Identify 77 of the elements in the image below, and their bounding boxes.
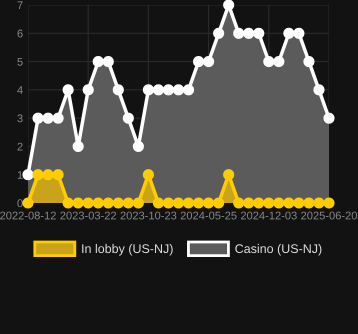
x-tick-label: 2025-06-20 — [301, 212, 357, 220]
legend-label: Casino (US-NJ) — [235, 244, 322, 256]
point — [303, 197, 314, 209]
point — [273, 197, 284, 209]
point — [132, 197, 144, 209]
point — [283, 197, 294, 209]
y-tick-label: 2 — [18, 142, 23, 150]
point — [172, 84, 184, 96]
point — [182, 197, 194, 209]
point — [293, 197, 304, 209]
point — [122, 112, 134, 124]
point — [112, 197, 124, 209]
point — [32, 112, 44, 124]
y-tick-label: 7 — [18, 1, 23, 10]
x-tick-label: 2023-03-22 — [60, 212, 116, 220]
point — [42, 169, 54, 180]
point — [172, 197, 184, 209]
point — [22, 197, 34, 209]
point — [283, 28, 294, 39]
point — [253, 197, 264, 209]
point — [22, 169, 34, 180]
y-tick-label: 4 — [17, 86, 23, 94]
point — [223, 0, 234, 11]
point — [102, 197, 114, 209]
point — [323, 197, 335, 209]
point — [263, 197, 274, 209]
point — [72, 197, 84, 209]
point — [112, 84, 124, 96]
point — [62, 197, 74, 209]
point — [162, 84, 174, 96]
point — [213, 28, 224, 39]
point — [313, 84, 325, 96]
point — [193, 56, 204, 68]
point — [193, 197, 204, 209]
x-tick-label: 2022-08-12 — [0, 212, 56, 220]
point — [243, 28, 254, 39]
point — [243, 197, 254, 209]
point — [92, 56, 104, 68]
x-tick-label: 2024-05-25 — [180, 212, 237, 220]
point — [253, 28, 264, 39]
point — [142, 169, 154, 180]
point — [213, 197, 224, 209]
y-tick-label: 0 — [17, 199, 23, 208]
point — [303, 56, 314, 68]
point — [162, 197, 174, 209]
point — [42, 112, 54, 124]
point — [142, 84, 154, 96]
y-tick-label: 3 — [17, 114, 23, 122]
point — [182, 84, 194, 96]
point — [152, 197, 164, 209]
point — [223, 169, 234, 180]
point — [313, 197, 325, 209]
point — [62, 84, 74, 96]
point — [52, 169, 64, 180]
point — [52, 112, 64, 124]
point — [82, 84, 94, 96]
point — [72, 140, 84, 152]
point — [263, 56, 274, 68]
point — [122, 197, 134, 209]
point — [293, 28, 304, 39]
legend-label: In lobby (US-NJ) — [82, 244, 173, 256]
point — [92, 197, 104, 209]
y-tick-label: 6 — [18, 30, 23, 38]
point — [203, 197, 214, 209]
x-tick-label: 2024-12-03 — [240, 212, 297, 220]
point — [323, 112, 335, 124]
y-tick-label: 5 — [17, 58, 23, 66]
point — [132, 140, 144, 152]
point — [273, 56, 284, 68]
point — [32, 169, 44, 180]
point — [102, 56, 114, 68]
point — [82, 197, 94, 209]
point — [152, 84, 164, 96]
point — [233, 197, 244, 209]
x-tick-label: 2023-10-23 — [120, 212, 176, 220]
point — [233, 28, 244, 39]
point — [203, 56, 214, 68]
